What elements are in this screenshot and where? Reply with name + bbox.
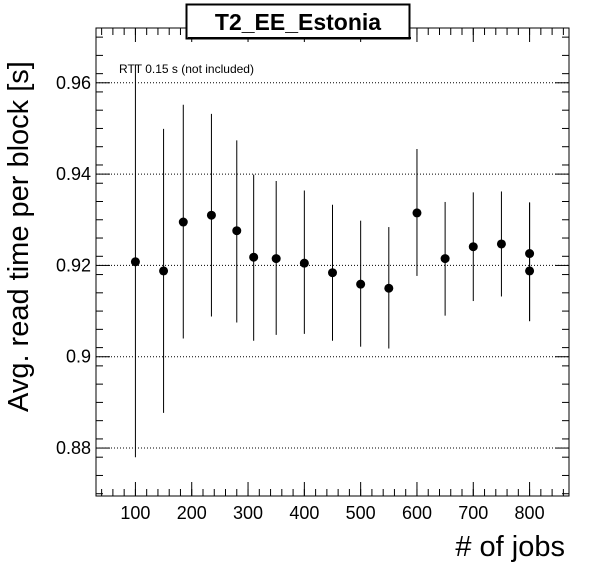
- x-tick-label: 700: [458, 503, 488, 523]
- data-point: [178, 217, 188, 227]
- title-box: [185, 3, 411, 40]
- data-point: [440, 254, 450, 264]
- data-point: [525, 266, 535, 276]
- data-point: [496, 239, 506, 249]
- data-point: [130, 257, 140, 267]
- data-point: [356, 279, 366, 289]
- y-axis-title: Avg. read time per block [s]: [3, 61, 35, 412]
- x-tick-label: 200: [177, 503, 207, 523]
- data-point: [159, 266, 169, 276]
- data-point: [468, 242, 478, 252]
- data-point: [384, 283, 394, 293]
- data-points: [130, 208, 535, 293]
- x-tick-label: 500: [346, 503, 376, 523]
- tick-labels: 0.88 0.9 0.92 0.94 0.96 100 200 300 400 500 600 700…: [56, 73, 545, 523]
- data-point: [328, 268, 337, 278]
- data-point: [249, 252, 259, 262]
- x-tick-label: 600: [402, 503, 432, 523]
- y-tick-label: 0.92: [56, 255, 91, 275]
- data-point: [525, 249, 535, 259]
- x-tick-label: 400: [289, 503, 319, 523]
- x-axis-title: # of jobs: [455, 531, 565, 563]
- grid-lines: [96, 82, 569, 449]
- y-tick-label: 0.96: [56, 73, 91, 93]
- x-tick-label: 800: [515, 503, 545, 523]
- data-point: [412, 208, 422, 218]
- x-tick-label: 100: [120, 503, 150, 523]
- y-tick-label: 0.88: [56, 438, 91, 458]
- data-point: [232, 226, 242, 236]
- y-tick-label: 0.94: [56, 164, 91, 184]
- data-point: [271, 254, 281, 264]
- data-point: [299, 258, 309, 268]
- data-point: [206, 210, 216, 220]
- y-tick-label: 0.9: [66, 347, 91, 367]
- x-tick-label: 300: [233, 503, 263, 523]
- rtt-annotation: RTT 0.15 s (not included): [119, 62, 254, 76]
- chart-title: T2_EE_Estonia: [215, 9, 381, 35]
